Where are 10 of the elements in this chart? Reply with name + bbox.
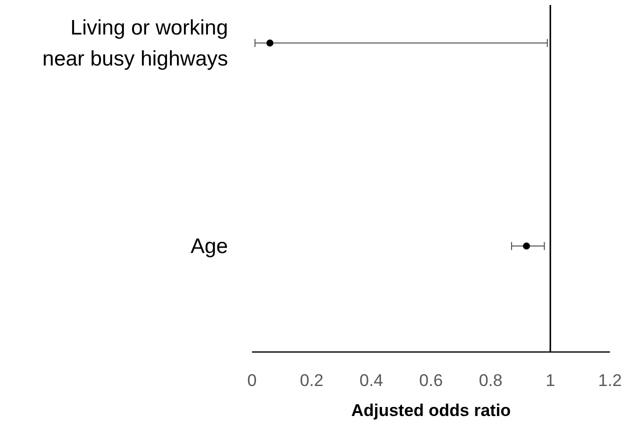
x-tick-label: 0.8 <box>478 371 502 390</box>
x-tick-label: 0.6 <box>419 371 443 390</box>
y-tick-label: Age <box>190 235 228 258</box>
x-tick-label: 0.4 <box>360 371 384 390</box>
x-tick-label: 0.2 <box>300 371 324 390</box>
x-tick-label: 0 <box>247 371 257 390</box>
x-tick-label: 1 <box>546 371 556 390</box>
x-tick-label: 1.2 <box>598 371 622 390</box>
x-axis-title: Adjusted odds ratio <box>351 401 511 420</box>
y-tick-label: Living or working near busy highways <box>42 16 228 70</box>
